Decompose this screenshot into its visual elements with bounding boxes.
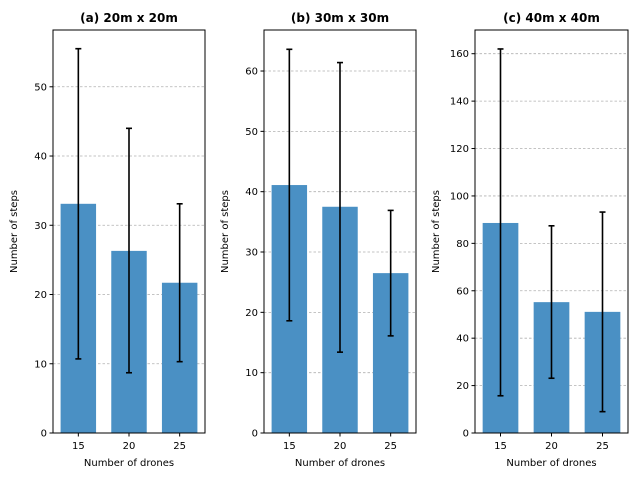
x-tick-label: 15 <box>72 441 85 452</box>
axes-frame <box>52 29 206 434</box>
y-tick-label: 20 <box>245 308 258 319</box>
axes-frame <box>263 29 417 434</box>
y-tick-label: 0 <box>252 429 258 440</box>
y-tick-label: 50 <box>245 127 258 138</box>
x-axis-label: Number of drones <box>295 458 385 469</box>
y-axis-label: Number of steps <box>431 190 442 273</box>
x-tick-label: 25 <box>596 441 609 452</box>
subplot-title: (a) 20m x 20m <box>80 11 178 25</box>
y-tick-label: 40 <box>245 187 258 198</box>
x-axis-label: Number of drones <box>84 458 174 469</box>
subplot-b: 0 10 20 30 40 50 60 15 20 25 (b) 30m x 30m Number o… <box>220 11 417 469</box>
y-tick-label: 20 <box>456 381 469 392</box>
y-tick-label: 0 <box>463 429 469 440</box>
x-tick-label: 20 <box>123 441 136 452</box>
y-tick-label: 60 <box>245 67 258 78</box>
subplot-title: (c) 40m x 40m <box>503 11 600 25</box>
y-tick-label: 140 <box>450 97 469 108</box>
axes-frame <box>474 29 629 434</box>
y-tick-label: 120 <box>450 144 469 155</box>
y-tick-label: 80 <box>456 239 469 250</box>
y-axis-label: Number of steps <box>9 190 20 273</box>
y-tick-label: 100 <box>450 191 469 202</box>
x-axis-label: Number of drones <box>506 458 596 469</box>
subplot-title: (b) 30m x 30m <box>291 11 389 25</box>
y-axis-label: Number of steps <box>220 190 231 273</box>
y-tick-label: 30 <box>34 221 47 232</box>
subplot-a: 0 10 20 30 40 50 15 20 25 (a) 20m x 20m Number of … <box>9 11 206 469</box>
y-tick-label: 40 <box>34 152 47 163</box>
y-tick-label: 60 <box>456 286 469 297</box>
y-tick-label: 10 <box>34 359 47 370</box>
x-tick-label: 20 <box>545 441 558 452</box>
x-tick-label: 15 <box>494 441 507 452</box>
y-tick-label: 160 <box>450 49 469 60</box>
x-tick-label: 25 <box>384 441 397 452</box>
subplot-c: 0 20 40 60 80 100 120 140 160 15 20 25 (c) 40m x 40m… <box>431 11 629 469</box>
y-tick-label: 10 <box>245 368 258 379</box>
y-tick-label: 30 <box>245 248 258 259</box>
x-tick-label: 25 <box>173 441 186 452</box>
y-tick-label: 40 <box>456 334 469 345</box>
y-tick-label: 50 <box>34 82 47 93</box>
y-tick-label: 0 <box>41 429 47 440</box>
x-tick-label: 15 <box>283 441 296 452</box>
y-tick-label: 20 <box>34 290 47 301</box>
x-tick-label: 20 <box>334 441 347 452</box>
